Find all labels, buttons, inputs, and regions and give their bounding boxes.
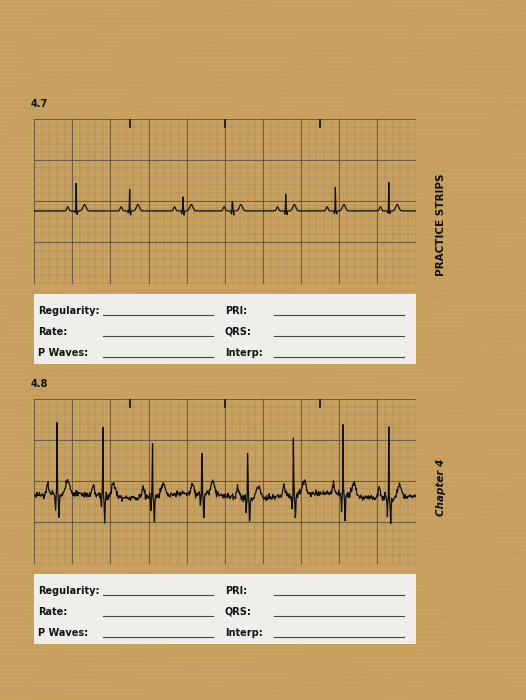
- Text: P Waves:: P Waves:: [38, 628, 88, 638]
- Text: Rate:: Rate:: [38, 327, 67, 337]
- Text: QRS:: QRS:: [225, 607, 252, 617]
- Text: Rate:: Rate:: [38, 607, 67, 617]
- Text: PRI:: PRI:: [225, 306, 247, 316]
- Text: PRACTICE STRIPS: PRACTICE STRIPS: [436, 174, 446, 276]
- Text: P Waves:: P Waves:: [38, 348, 88, 358]
- Text: QRS:: QRS:: [225, 327, 252, 337]
- Text: 4.8: 4.8: [31, 379, 48, 389]
- Text: Chapter 4: Chapter 4: [436, 459, 446, 517]
- Text: Interp:: Interp:: [225, 628, 262, 638]
- Text: Regularity:: Regularity:: [38, 586, 99, 596]
- Text: Regularity:: Regularity:: [38, 306, 99, 316]
- Text: 4.7: 4.7: [31, 99, 48, 109]
- Text: PRI:: PRI:: [225, 586, 247, 596]
- Text: Interp:: Interp:: [225, 348, 262, 358]
